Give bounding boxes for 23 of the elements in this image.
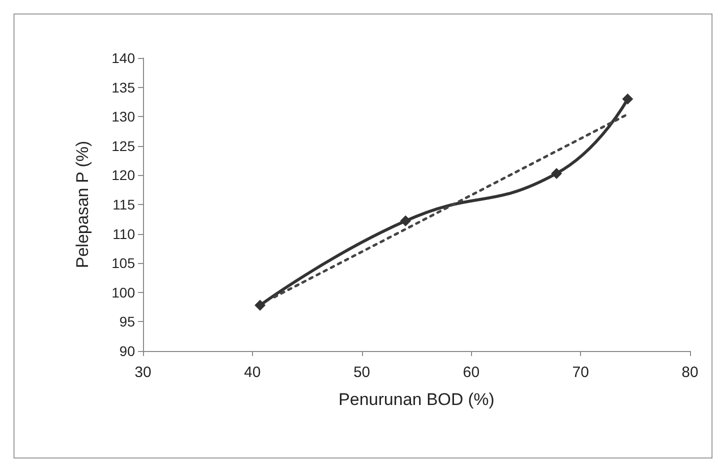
point <box>622 94 634 105</box>
x-tick-label: 30 <box>134 364 152 381</box>
y-tick-label: 140 <box>112 50 136 66</box>
y-tick-label: 110 <box>112 226 136 242</box>
y-axis-title: Pelepasan P (%) <box>73 140 92 268</box>
y-tick-label: 125 <box>112 138 136 154</box>
point <box>551 168 562 179</box>
y-tick-label: 105 <box>112 255 136 272</box>
x-tick-label: 70 <box>572 364 589 381</box>
y-tick-label: 135 <box>112 79 136 96</box>
x-tick-label: 50 <box>353 364 370 381</box>
x-tick-label: 40 <box>244 364 261 381</box>
y-tick-label: 115 <box>112 196 136 212</box>
y-tick-label: 95 <box>119 314 136 330</box>
y-tick-label: 120 <box>112 167 136 184</box>
point <box>254 300 266 311</box>
point <box>400 215 412 226</box>
y-tick-label: 90 <box>119 343 136 359</box>
y-tick-label: 100 <box>112 284 136 300</box>
x-tick-label: 60 <box>462 364 480 381</box>
x-tick-label: 80 <box>682 364 698 381</box>
y-tick-label: 130 <box>112 108 136 125</box>
x-axis-title: Penurunan BOD (%) <box>338 390 494 409</box>
